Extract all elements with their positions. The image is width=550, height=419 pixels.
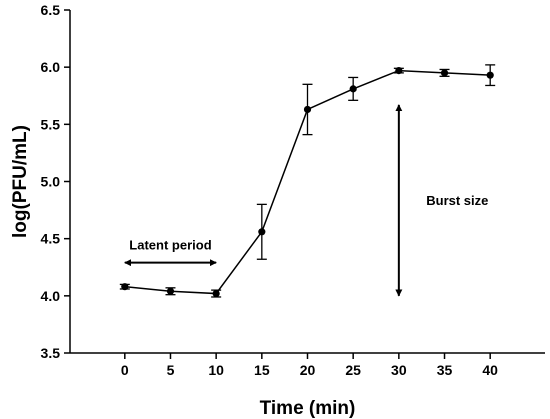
x-tick-label: 5 <box>167 362 175 378</box>
axes <box>69 10 545 354</box>
data-point <box>166 287 175 295</box>
x-tick-label: 25 <box>345 362 361 378</box>
burst-size-label: Burst size <box>426 193 488 208</box>
x-tick-label: 0 <box>121 362 129 378</box>
data-point <box>349 85 357 93</box>
y-tick-label: 4.0 <box>41 288 61 304</box>
x-tick-label: 10 <box>208 362 224 378</box>
y-tick-label: 3.5 <box>41 345 61 361</box>
data-point <box>395 66 403 75</box>
x-tick-label: 35 <box>437 362 453 378</box>
x-tick-label: 20 <box>300 362 316 378</box>
data-point <box>440 69 449 77</box>
x-axis-title: Time (min) <box>260 398 356 419</box>
data-point <box>258 228 266 236</box>
x-tick-label: 30 <box>391 362 407 378</box>
y-tick-label: 6.0 <box>41 59 61 75</box>
data-point <box>121 283 129 291</box>
y-tick-label: 4.5 <box>41 231 61 247</box>
y-tick-label: 5.0 <box>41 174 61 190</box>
data-point <box>486 71 494 79</box>
data-point <box>303 105 312 114</box>
latent-period-label: Latent period <box>129 237 211 252</box>
x-tick-label: 40 <box>482 362 498 378</box>
annotations: Latent period Burst size <box>124 104 488 297</box>
x-tick-label: 15 <box>254 362 270 378</box>
y-tick-label: 5.5 <box>41 116 61 132</box>
y-axis-title: log(PFU/mL) <box>10 125 31 238</box>
y-tick-label: 6.5 <box>41 2 61 18</box>
ticks: 3.5 4.0 4.5 5.0 5.5 6.0 6.5 0 5 10 15 20 25 30 35 40 <box>41 2 499 378</box>
data-point <box>212 289 220 298</box>
series <box>119 64 496 298</box>
